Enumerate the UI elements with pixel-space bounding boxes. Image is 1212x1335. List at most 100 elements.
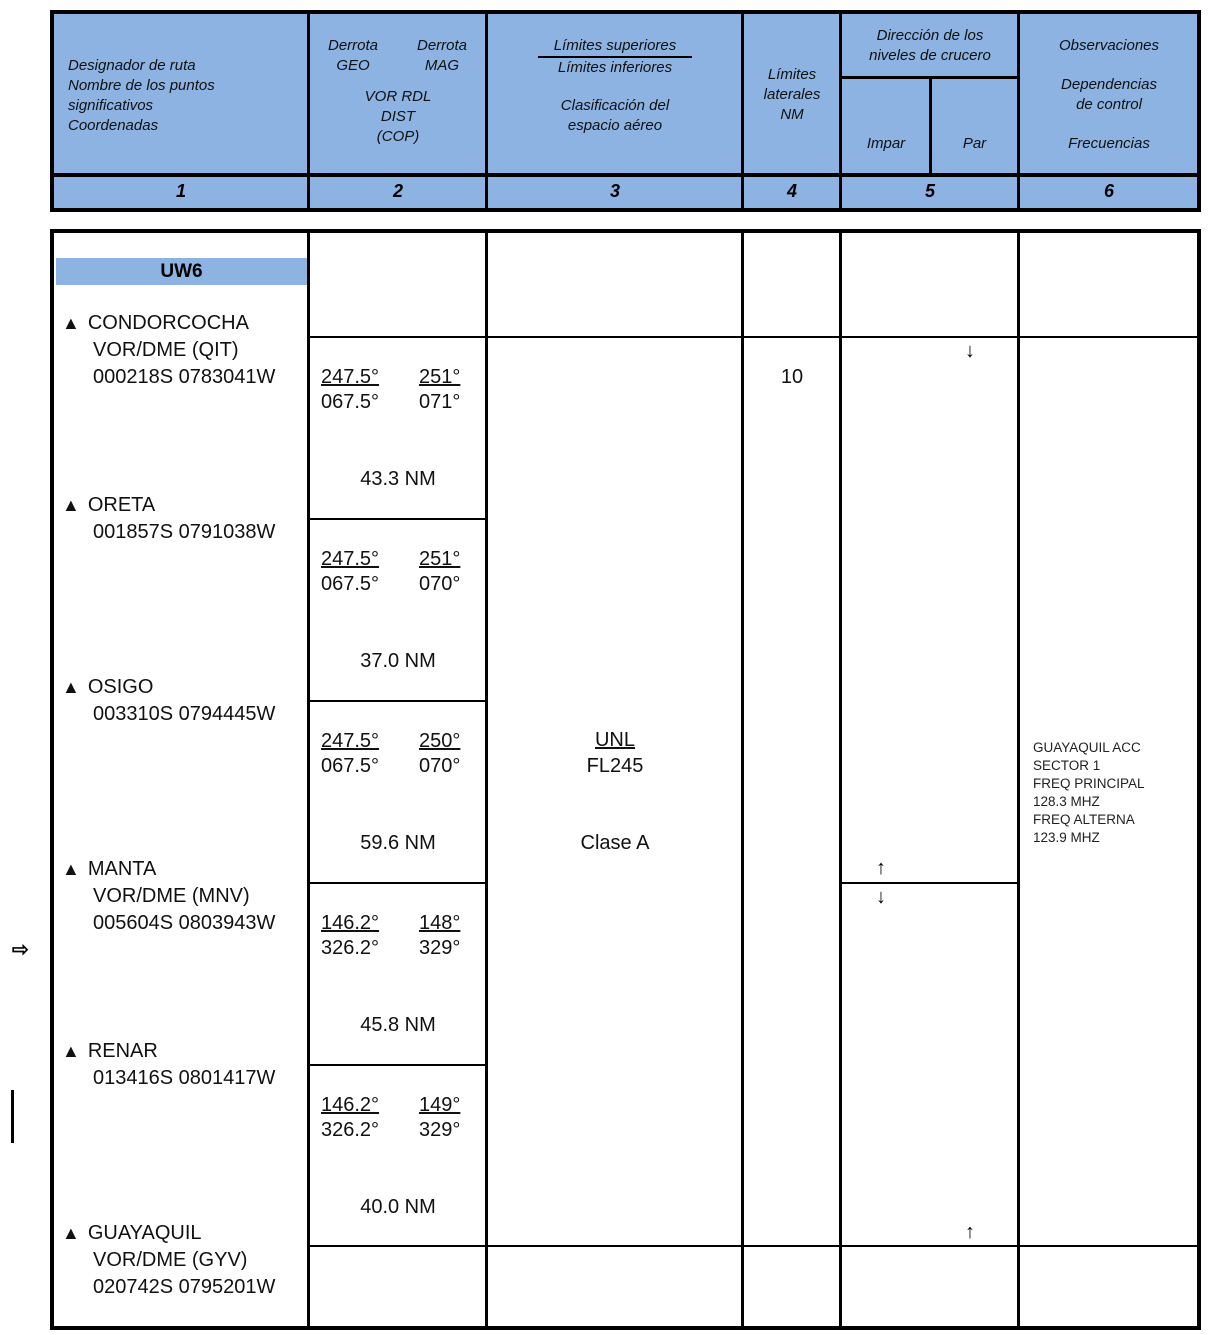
waypoint-line: 000218S 0783041W (93, 366, 276, 388)
header-odd: Impar (866, 135, 906, 152)
header-table (50, 10, 1201, 212)
waypoint: ▲ OSIGO 003310S 0794445W (62, 675, 275, 726)
track-geo-reverse: 326.2° (321, 1119, 380, 1141)
waypoint: ▲ ORETA 001857S 0791038W (62, 493, 275, 544)
divider (308, 336, 1198, 338)
divider (308, 882, 486, 884)
header-cruise-direction: Dirección de los niveles de crucero (869, 27, 991, 64)
col-number: 1 (175, 181, 186, 201)
header-limits: Límites superiores Límites inferiores Cl… (488, 36, 742, 136)
arrow-down-icon: ↓ (965, 340, 975, 362)
waypoint-name: CONDORCOCHA (87, 312, 249, 334)
waypoint: ▲ GUAYAQUIL VOR/DME (GYV) 020742S 0795201W (62, 1221, 275, 1299)
waypoint-line: VOR/DME (GYV) (93, 1249, 248, 1271)
triangle-icon: ▲ (62, 1041, 80, 1061)
track-geo: 247.5° (321, 730, 380, 752)
header-even: Par (962, 135, 987, 152)
divider (840, 882, 1018, 884)
divider (308, 1064, 486, 1066)
arrow-up-icon: ↑ (876, 857, 886, 879)
col-number: 5 (924, 181, 935, 201)
route-table (50, 229, 1201, 1330)
waypoint-line: 013416S 0801417W (93, 1067, 276, 1089)
segment-distance: 37.0 NM (360, 650, 436, 672)
lower-limit: FL245 (586, 755, 644, 777)
divider (308, 1245, 1198, 1247)
track-geo-reverse: 067.5° (321, 391, 380, 413)
track-geo-reverse: 067.5° (321, 573, 380, 595)
divider (1017, 229, 1020, 1329)
waypoint-line: VOR/DME (MNV) (93, 885, 250, 907)
remarks: GUAYAQUIL ACC SECTOR 1 FREQ PRINCIPAL 128.… (1033, 740, 1145, 845)
arrow-down-icon: ↓ (876, 886, 886, 908)
triangle-icon: ▲ (62, 677, 80, 697)
track-mag: 149° (419, 1094, 461, 1116)
triangle-icon: ▲ (62, 859, 80, 879)
waypoint-line: 005604S 0803943W (93, 912, 276, 934)
triangle-icon: ▲ (62, 1223, 80, 1243)
waypoint: ▲ CONDORCOCHA VOR/DME (QIT) 000218S 0783041… (62, 311, 275, 389)
header-geo: Derrota GEO (327, 37, 379, 74)
track-mag: 148° (419, 912, 461, 934)
divider (50, 173, 1201, 177)
waypoint: ▲ MANTA VOR/DME (MNV) 005604S 0803943W (62, 857, 275, 935)
segment-distance: 43.3 NM (360, 468, 436, 490)
track-mag-reverse: 071° (419, 391, 461, 413)
track-mag: 251° (419, 366, 461, 388)
track-geo-reverse: 326.2° (321, 937, 380, 959)
header-remarks: Observaciones Dependencias de control Fre… (1058, 37, 1160, 152)
track-mag: 250° (419, 730, 461, 752)
col-number: 4 (786, 181, 797, 201)
change-marker-arrow-icon: ⇨ (12, 939, 29, 961)
segment-distance: 45.8 NM (360, 1014, 436, 1036)
change-bar (11, 1090, 14, 1143)
divider (485, 10, 488, 210)
waypoint: ▲ RENAR 013416S 0801417W (62, 1039, 275, 1090)
header-lateral: Límites laterales NM (763, 66, 821, 123)
divider (1017, 10, 1020, 210)
lateral-limits: 10 (780, 366, 804, 388)
airspace-class: Clase A (580, 832, 650, 854)
segment-distance: 59.6 NM (360, 832, 436, 854)
divider (308, 518, 486, 520)
divider (307, 229, 310, 1329)
waypoint-name: GUAYAQUIL (87, 1222, 202, 1244)
waypoint-name: RENAR (87, 1040, 158, 1062)
waypoint-name: ORETA (87, 494, 156, 516)
segment-distance: 40.0 NM (360, 1196, 436, 1218)
col-number: 3 (609, 181, 620, 201)
divider (741, 10, 744, 210)
divider (741, 229, 744, 1329)
waypoint-line: 001857S 0791038W (93, 521, 276, 543)
col-number: 2 (392, 181, 403, 201)
route-designator: UW6 (56, 258, 307, 285)
header-vor: VOR RDL DIST (COP) (364, 88, 432, 145)
divider (840, 76, 1018, 79)
divider (839, 229, 842, 1329)
track-geo: 146.2° (321, 1094, 380, 1116)
track-mag: 251° (419, 548, 461, 570)
track-geo: 247.5° (321, 366, 380, 388)
waypoint-name: MANTA (87, 858, 157, 880)
track-geo-reverse: 067.5° (321, 755, 380, 777)
header-mag: Derrota MAG (416, 37, 468, 74)
divider (307, 10, 310, 210)
track-mag-reverse: 329° (419, 937, 461, 959)
divider (308, 700, 486, 702)
track-mag-reverse: 329° (419, 1119, 461, 1141)
waypoint-line: 003310S 0794445W (93, 703, 276, 725)
track-geo: 247.5° (321, 548, 380, 570)
waypoint-line: 020742S 0795201W (93, 1276, 276, 1298)
track-mag-reverse: 070° (419, 573, 461, 595)
track-geo: 146.2° (321, 912, 380, 934)
waypoint-name: OSIGO (87, 676, 154, 698)
divider (839, 10, 842, 210)
triangle-icon: ▲ (62, 313, 80, 333)
divider (929, 78, 932, 174)
waypoint-line: VOR/DME (QIT) (93, 339, 239, 361)
upper-limit: UNL (594, 729, 635, 751)
col-number: 6 (1103, 181, 1114, 201)
header-col1: Designador de ruta Nombre de los puntos si… (68, 57, 215, 134)
divider (485, 229, 488, 1329)
